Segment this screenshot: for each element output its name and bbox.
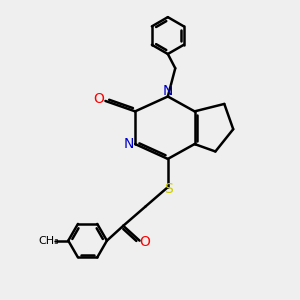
Text: O: O [140,235,150,249]
Text: O: O [93,92,104,106]
Text: N: N [163,84,173,98]
Text: CH₃: CH₃ [38,236,59,246]
Text: S: S [164,182,173,196]
Text: N: N [123,137,134,151]
